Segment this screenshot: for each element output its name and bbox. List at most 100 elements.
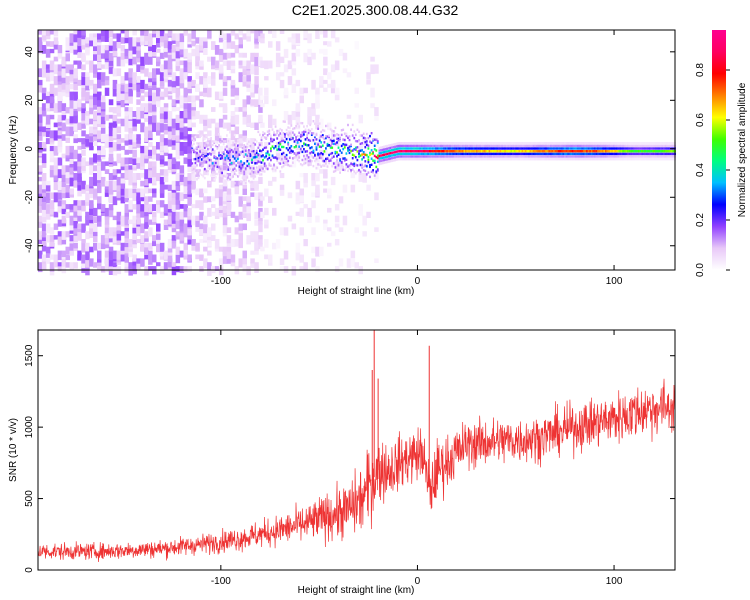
heatmap-ridge-cell [671, 150, 673, 153]
heatmap-ridge-cell [356, 170, 359, 173]
heatmap-ridge-cell [309, 146, 312, 150]
heatmap-ridge-cell [617, 150, 620, 153]
heatmap-ridge-cell [397, 150, 400, 153]
heatmap-cell [100, 126, 106, 134]
heatmap-ridge-cell [218, 133, 220, 136]
heatmap-ridge-cell [669, 150, 672, 153]
snr-series [37, 330, 675, 562]
heatmap-cell [112, 68, 118, 77]
heatmap-cell [187, 64, 192, 74]
heatmap-cell [38, 204, 43, 213]
colorbar-tick-label: 0.6 [695, 113, 706, 127]
heatmap-ridge-cell [627, 147, 629, 150]
heatmap-cell [140, 41, 145, 46]
heatmap-ridge-cell [199, 135, 201, 139]
heatmap-ridge-cell [304, 128, 307, 131]
heatmap-ridge-cell [564, 158, 566, 161]
heatmap-cell [175, 48, 181, 59]
heatmap-cell [49, 130, 55, 139]
heatmap-cell [207, 250, 212, 256]
heatmap-ridge-cell [391, 154, 393, 157]
heatmap-ridge-cell [194, 161, 197, 165]
heatmap-cell [124, 83, 129, 93]
heatmap-ridge-cell [465, 152, 467, 156]
heatmap-ridge-cell [203, 137, 206, 140]
heatmap-cell [203, 169, 208, 176]
heatmap-ridge-cell [452, 158, 455, 161]
heatmap-ridge-cell [579, 158, 582, 161]
heatmap-cell [238, 142, 243, 146]
heatmap-ridge-cell [273, 163, 275, 166]
heatmap-ridge-cell [218, 170, 220, 173]
heatmap-cell [116, 118, 122, 124]
snr-y-axis-label: SNR (10 * v/v) [8, 418, 19, 482]
heatmap-cell [81, 29, 86, 36]
heatmap-cell [81, 76, 86, 86]
heatmap-ridge-cell [353, 130, 356, 133]
heatmap-cell [218, 246, 224, 252]
heatmap-ridge-cell [447, 158, 450, 161]
heatmap-ridge-cell [505, 144, 508, 148]
heatmap-cell [334, 87, 340, 95]
heatmap-ridge-cell [403, 155, 406, 158]
heatmap-ridge-cell [502, 147, 505, 150]
heatmap-ridge-cell [612, 152, 615, 156]
heatmap-ridge-cell [537, 150, 540, 153]
heatmap-ridge-cell [248, 151, 250, 154]
heatmap-ridge-cell [520, 152, 522, 156]
heatmap-cell [45, 114, 51, 125]
heatmap-cell [175, 33, 181, 41]
heatmap-ridge-cell [625, 155, 628, 158]
heatmap-ridge-cell [323, 137, 326, 141]
heatmap-cell [199, 211, 204, 221]
heatmap-ridge-cell [359, 172, 362, 175]
heatmap-cell [148, 196, 153, 202]
heatmap-ridge-cell [638, 155, 640, 158]
heatmap-ridge-cell [521, 150, 524, 153]
heatmap-cell [156, 122, 161, 131]
heatmap-ridge-cell [435, 158, 437, 161]
heatmap-ridge-cell [200, 134, 203, 137]
heatmap-cell [222, 103, 228, 113]
heatmap-ridge-cell [337, 133, 340, 137]
heatmap-cell [203, 83, 208, 93]
heatmap-ridge-cell [197, 159, 200, 163]
heatmap-ridge-cell [416, 158, 419, 161]
heatmap-cell [132, 122, 137, 131]
heatmap-cell [187, 103, 192, 112]
heatmap-ridge-cell [279, 148, 282, 151]
heatmap-ridge-cell [350, 149, 352, 153]
heatmap-ridge-cell [248, 140, 250, 143]
heatmap-ridge-cell [428, 147, 431, 150]
heatmap-ridge-cell [510, 142, 513, 145]
heatmap-cell [254, 68, 259, 76]
heatmap-cell [81, 200, 86, 206]
heatmap-ridge-cell [417, 158, 420, 161]
colorbar-ticks: 0.00.20.40.60.8 [695, 63, 730, 277]
heatmap-cell [187, 192, 192, 197]
heatmap-cell [291, 223, 297, 230]
heatmap-ridge-cell [265, 136, 268, 140]
heatmap-cell [171, 126, 177, 135]
heatmap-ridge-cell [378, 146, 381, 150]
heatmap-ridge-cell [290, 149, 293, 152]
heatmap-cell [132, 165, 137, 171]
heatmap-ridge-cell [411, 150, 414, 153]
heatmap-ridge-cell [578, 158, 581, 161]
heatmap-cell [148, 169, 153, 178]
heatmap-ridge-cell [202, 175, 205, 178]
heatmap-cell [187, 266, 192, 272]
heatmap-cell [57, 72, 63, 82]
heatmap-ridge-cell [354, 146, 357, 149]
heatmap-cell [230, 79, 236, 86]
heatmap-cell [260, 246, 265, 252]
heatmap-ridge-cell [600, 144, 603, 148]
heatmap-cell [144, 242, 149, 248]
heatmap-ridge-cell [400, 158, 403, 161]
heatmap-cell [57, 126, 63, 131]
heatmap-cell [163, 103, 169, 108]
heatmap-ridge-cell [312, 149, 315, 152]
heatmap-cell [254, 99, 259, 107]
heatmap-cell [152, 173, 157, 178]
heatmap-cell [230, 114, 236, 125]
